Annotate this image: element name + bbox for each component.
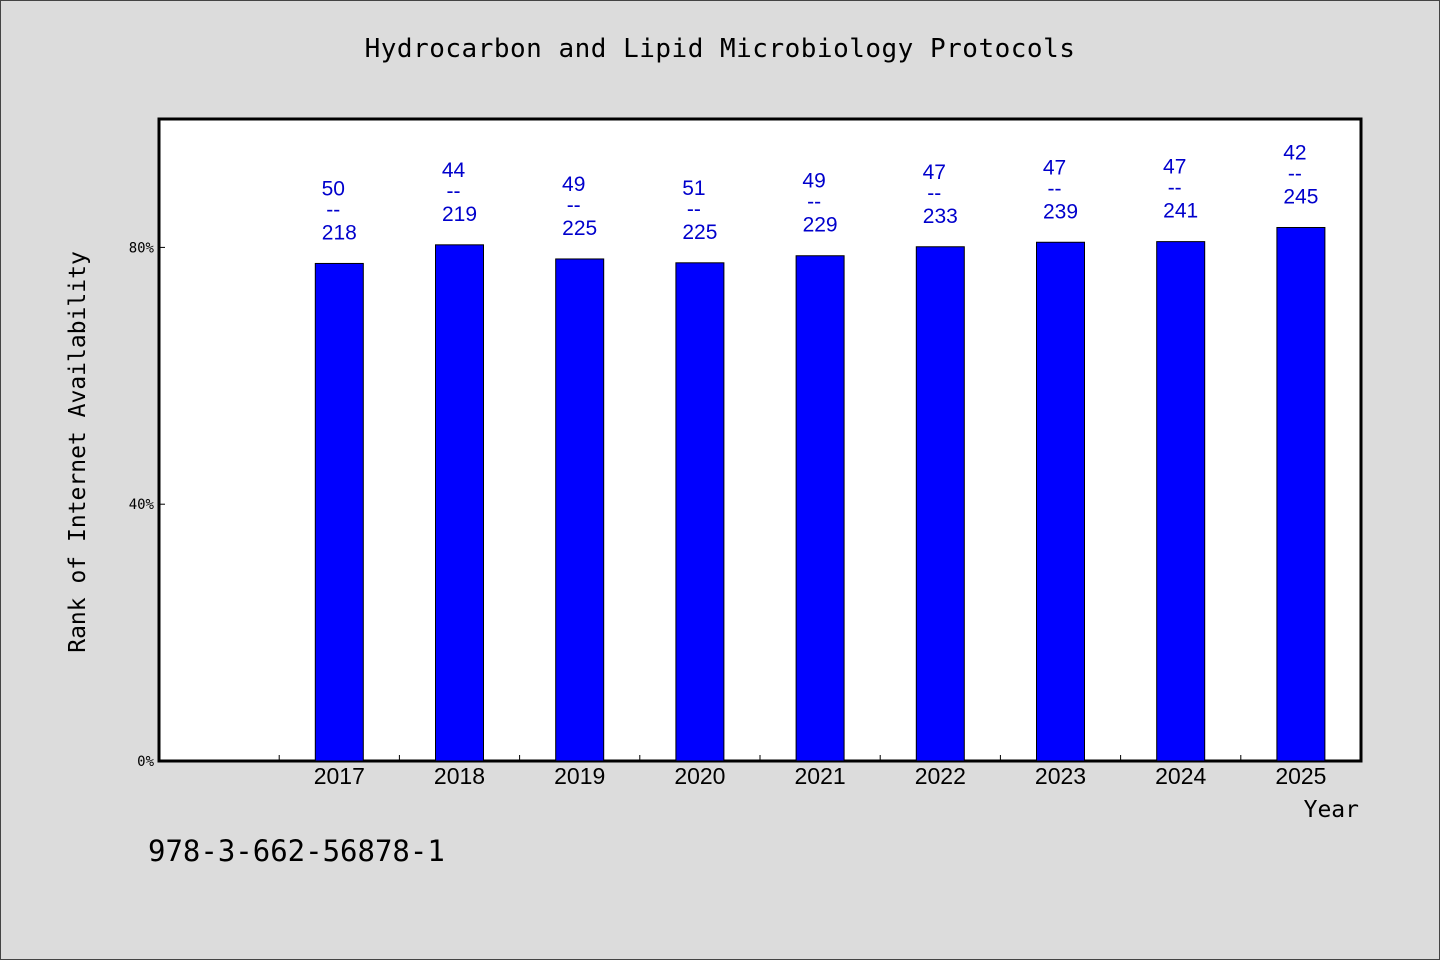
isbn-label: 978-3-662-56878-1: [148, 834, 445, 868]
x-axis-label: Year: [1304, 797, 1359, 823]
data-label-top: 49: [562, 173, 585, 196]
y-tick-label: 40%: [129, 497, 155, 513]
data-label-bottom: 219: [442, 203, 477, 226]
data-label-separator: --: [927, 182, 941, 205]
y-tick-label: 80%: [129, 240, 155, 256]
bar-2017: [314, 262, 364, 762]
data-label-top: 49: [802, 170, 825, 193]
data-label-top: 47: [1163, 156, 1186, 179]
x-tick-label: 2017: [314, 763, 365, 789]
data-label-top: 51: [682, 177, 705, 200]
data-label-top: 47: [923, 161, 946, 184]
chart-title: Hydrocarbon and Lipid Microbiology Proto…: [364, 34, 1076, 64]
bar-2025: [1276, 226, 1326, 762]
x-tick-label: 2018: [434, 763, 485, 789]
data-label-bottom: 225: [562, 217, 597, 240]
data-label-top: 44: [442, 159, 466, 182]
bar-2020: [675, 262, 725, 762]
x-tick-label: 2020: [674, 763, 725, 789]
x-tick-label: 2025: [1275, 763, 1326, 789]
data-label-bottom: 233: [923, 205, 958, 228]
bar-2018: [435, 244, 484, 762]
bar-2023: [1036, 241, 1085, 762]
data-label-bottom: 229: [803, 214, 838, 237]
data-label-bottom: 241: [1163, 200, 1198, 223]
data-label-bottom: 245: [1283, 185, 1318, 208]
bar-2022: [915, 246, 965, 762]
x-tick-label: 2023: [1035, 763, 1086, 789]
bar-2019: [555, 258, 605, 762]
data-label-separator: --: [326, 198, 340, 221]
data-label-top: 50: [322, 177, 345, 200]
data-label-separator: --: [1288, 162, 1302, 185]
y-axis-label: Rank of Internet Availability: [65, 251, 91, 653]
x-tick-label: 2021: [795, 763, 846, 789]
data-labels-layer: 50--21844--21949--22551--22549--22947--2…: [322, 141, 1319, 244]
data-label-separator: --: [807, 191, 821, 214]
x-tick-label: 2019: [554, 763, 605, 789]
axis-layer: 2017 2018 2019 2020 2021 2022 2023 2024 2025 0% 40…: [129, 240, 1327, 789]
data-label-separator: --: [687, 198, 701, 221]
bars-layer: [314, 226, 1326, 762]
bar-2024: [1156, 241, 1206, 762]
y-tick-label: 0%: [137, 754, 154, 770]
x-tick-label: 2022: [915, 763, 966, 789]
x-tick-label: 2024: [1155, 763, 1206, 789]
data-label-separator: --: [1048, 177, 1062, 200]
bar-2021: [795, 255, 845, 762]
data-label-bottom: 218: [322, 221, 357, 244]
data-label-separator: --: [567, 194, 581, 217]
data-label-top: 42: [1283, 141, 1306, 164]
data-label-bottom: 225: [682, 221, 717, 244]
data-label-separator: --: [447, 180, 461, 203]
data-label-bottom: 239: [1043, 200, 1078, 223]
data-label-separator: --: [1168, 177, 1182, 200]
data-label-top: 47: [1043, 156, 1066, 179]
